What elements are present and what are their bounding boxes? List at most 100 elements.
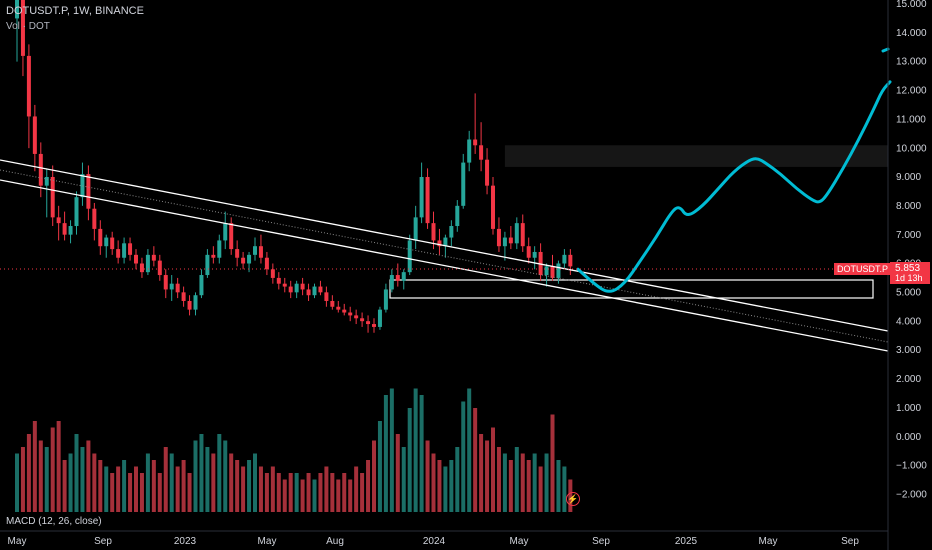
y-tick-label: 1.000	[896, 403, 921, 414]
candle-body	[526, 246, 531, 258]
candle-body	[20, 0, 25, 56]
volume-bar	[151, 460, 156, 512]
x-tick-label: May	[759, 536, 778, 547]
candle-body	[139, 263, 144, 273]
candle-body	[193, 295, 198, 310]
volume-bar	[187, 473, 192, 512]
volume-bar	[377, 421, 382, 512]
candle-body	[389, 275, 394, 290]
channel-upper	[0, 159, 889, 332]
candle-body	[568, 254, 573, 267]
y-tick-label: 0.000	[896, 432, 921, 443]
volume-bar	[520, 453, 525, 512]
volume-bar	[145, 453, 150, 512]
volume-bar	[526, 460, 531, 512]
volume-bar	[455, 447, 460, 512]
candle-body	[241, 257, 246, 264]
volume-bar	[247, 460, 252, 512]
volume-bar	[461, 401, 466, 512]
y-tick-label: 11.000	[896, 114, 926, 125]
candle-body	[520, 223, 525, 247]
x-tick-label: May	[258, 536, 277, 547]
candle-body	[377, 309, 382, 327]
candle-body	[68, 226, 73, 235]
volume-bar	[395, 434, 400, 512]
candle-body	[455, 205, 460, 227]
y-tick-label: 15.000	[896, 0, 927, 10]
x-tick-label: 2024	[423, 536, 446, 547]
volume-bar	[270, 466, 275, 512]
candle-body	[544, 266, 549, 276]
x-tick-label: May	[8, 536, 27, 547]
bolt-icon[interactable]: ⚡	[566, 492, 580, 506]
candle-body	[247, 254, 252, 264]
x-tick-label: 2023	[174, 536, 197, 547]
x-tick-label: Sep	[94, 536, 112, 547]
price-value: 5.853	[895, 263, 921, 274]
volume-bar	[479, 434, 484, 512]
candle-body	[496, 228, 501, 247]
volume-bar	[38, 440, 43, 512]
candle-body	[110, 237, 115, 250]
candle-body	[229, 223, 234, 250]
candle-body	[372, 324, 376, 327]
candle-body	[92, 208, 97, 229]
y-tick-label: 10.000	[896, 143, 927, 154]
candle-body	[217, 240, 222, 258]
volume-bar	[175, 466, 180, 512]
volume-bar	[32, 421, 37, 512]
candle-body	[395, 275, 400, 281]
candle-body	[56, 217, 61, 224]
candle-body	[413, 217, 418, 241]
volume-bar	[300, 479, 305, 512]
volume-bar	[110, 473, 115, 512]
volume-bar	[92, 453, 97, 512]
volume-bar	[288, 473, 293, 512]
candle-body	[324, 292, 329, 301]
volume-bar	[360, 473, 365, 512]
volume-bar	[134, 466, 138, 512]
volume-bar	[312, 479, 317, 512]
symbol-price-label: DOTUSDT.P	[834, 263, 892, 275]
volume-bar	[157, 473, 162, 512]
candle-body	[318, 286, 323, 293]
candle-body	[461, 162, 466, 206]
volume-bar	[383, 395, 388, 512]
candle-body	[383, 289, 388, 310]
candle-body	[181, 292, 186, 301]
candle-body	[532, 251, 537, 258]
projection-curve	[576, 47, 892, 293]
volume-bar	[467, 388, 472, 512]
y-tick-label: −1.000	[896, 461, 927, 472]
volume-bar	[169, 453, 174, 512]
candle-body	[163, 275, 168, 290]
volume-bar	[86, 440, 91, 512]
volume-bar	[473, 408, 478, 512]
channel-mid	[0, 169, 889, 343]
candle-body	[437, 240, 442, 247]
volume-bar	[491, 427, 495, 512]
volume-bar	[401, 447, 406, 512]
candle-body	[508, 237, 513, 244]
volume-bar	[508, 460, 513, 512]
candle-body	[443, 237, 448, 247]
volume-bar	[544, 453, 549, 512]
candle-body	[169, 283, 174, 290]
volume-legend: Vol · DOT	[6, 21, 50, 32]
macd-legend: MACD (12, 26, close)	[6, 516, 102, 527]
candle-body	[366, 321, 371, 325]
volume-bar	[449, 460, 454, 512]
volume-bar	[264, 473, 269, 512]
volume-bar	[139, 473, 144, 512]
projection-path	[576, 80, 892, 293]
volume-bar	[443, 466, 448, 512]
volume-bar	[258, 466, 263, 512]
candle-body	[562, 254, 567, 264]
volume-bar	[348, 479, 353, 512]
volume-bar	[419, 395, 424, 512]
candle-body	[467, 139, 472, 163]
x-tick-label: 2025	[675, 536, 698, 547]
volume-bar	[104, 466, 109, 512]
volume-bar	[330, 473, 335, 512]
